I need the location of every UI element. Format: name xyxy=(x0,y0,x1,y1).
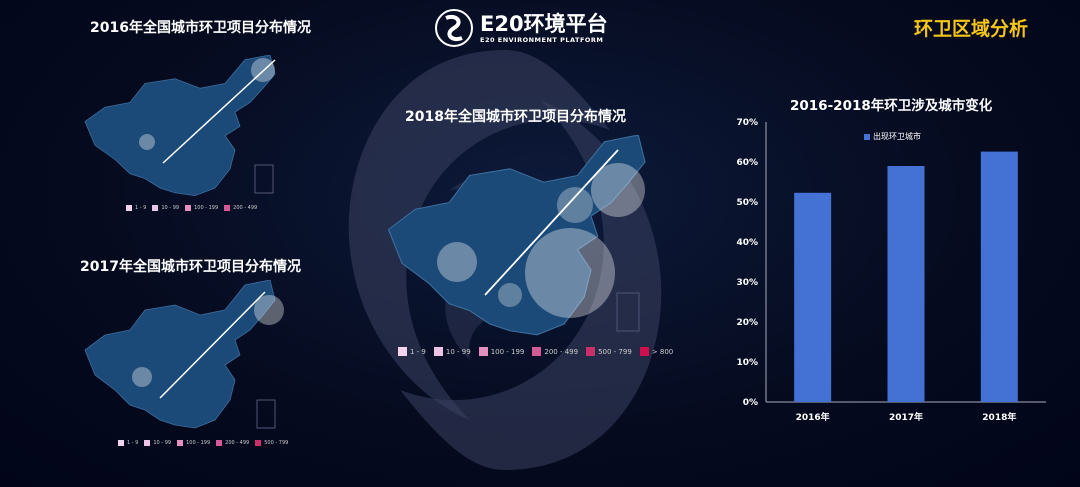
map-bubble xyxy=(525,228,615,318)
legend-label: 出现环卫城市 xyxy=(873,132,921,141)
map-bubble xyxy=(437,242,477,282)
bar xyxy=(887,166,925,402)
map-2016 xyxy=(84,55,276,197)
logo-subtitle: E20 ENVIRONMENT PLATFORM xyxy=(480,36,604,44)
map-bubble xyxy=(591,163,645,217)
map-2016-legend: 1 - 9 10 - 99 100 - 199 200 - 499 xyxy=(126,205,257,211)
map-bubble xyxy=(498,283,522,307)
map-2017-legend: 1 - 9 10 - 99 100 - 199 200 - 499 500 - … xyxy=(118,440,288,446)
map-2018-legend: 1 - 9 10 - 99 100 - 199 200 - 499 500 - … xyxy=(398,347,673,356)
south-sea-inset xyxy=(254,164,274,194)
x-tick-label: 2017年 xyxy=(889,411,923,423)
map-2018-title: 2018年全国城市环卫项目分布情况 xyxy=(405,109,626,125)
hu-line xyxy=(159,291,266,399)
e20-swirl-icon xyxy=(435,9,473,47)
y-tick-label: 30% xyxy=(736,278,758,288)
south-sea-inset xyxy=(256,399,276,429)
hu-line xyxy=(162,59,276,164)
map-2017-title: 2017年全国城市环卫项目分布情况 xyxy=(80,259,301,275)
x-tick-label: 2018年 xyxy=(982,411,1016,423)
map-bubble xyxy=(254,295,284,325)
y-tick-label: 60% xyxy=(736,158,758,168)
chart-legend: 出现环卫城市 xyxy=(864,131,921,142)
y-tick-label: 0% xyxy=(743,398,758,408)
bar xyxy=(794,192,832,402)
section-title: 环卫区域分析 xyxy=(914,18,1029,40)
y-tick-label: 10% xyxy=(736,358,758,368)
y-tick-label: 70% xyxy=(736,118,758,128)
chart-title: 2016-2018年环卫涉及城市变化 xyxy=(790,98,993,114)
bar-chart: 0% 10% 20% 30% 40% 50% 60% 70% 2016年 2017年 2018年 xyxy=(736,118,1046,423)
legend-swatch xyxy=(864,133,870,140)
map-2016-title: 2016年全国城市环卫项目分布情况 xyxy=(90,20,311,36)
map-2017 xyxy=(84,280,284,429)
hu-line xyxy=(484,149,619,296)
y-tick-label: 20% xyxy=(736,318,758,328)
map-2018 xyxy=(387,135,646,336)
map-bubble xyxy=(132,367,152,387)
map-bubble xyxy=(557,187,593,223)
y-tick-label: 40% xyxy=(736,238,758,248)
map-bubble xyxy=(139,134,155,150)
x-tick-label: 2016年 xyxy=(796,411,830,423)
e20-logo: E20环境平台 E20 ENVIRONMENT PLATFORM xyxy=(434,8,608,48)
bar xyxy=(980,151,1018,402)
south-sea-inset xyxy=(616,292,640,332)
y-tick-label: 50% xyxy=(736,198,758,208)
logo-text: E20环境平台 xyxy=(480,12,608,36)
